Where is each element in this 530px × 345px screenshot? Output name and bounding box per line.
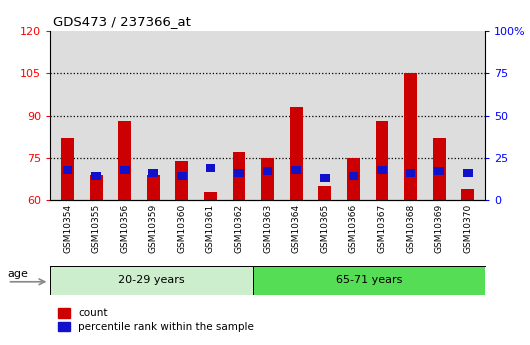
Bar [175,161,188,200]
Bar [435,167,444,175]
Bar [461,189,474,200]
Bar [90,175,102,200]
Bar [147,175,160,200]
Bar [261,158,274,200]
Bar [376,121,388,200]
Text: GSM10363: GSM10363 [263,203,272,253]
Text: GSM10356: GSM10356 [120,203,129,253]
Bar [406,169,416,177]
Bar [63,166,72,174]
Bar [319,186,331,200]
Bar [118,121,131,200]
Text: GSM10354: GSM10354 [63,203,72,253]
Bar [50,266,253,295]
Bar [120,166,129,174]
Text: GSM10361: GSM10361 [206,203,215,253]
Bar [463,169,473,177]
Text: GSM10360: GSM10360 [178,203,187,253]
Text: GSM10367: GSM10367 [377,203,386,253]
Text: 20-29 years: 20-29 years [118,275,185,285]
Bar [253,266,485,295]
Text: GSM10362: GSM10362 [235,203,244,253]
Bar [263,167,272,175]
Bar [204,191,217,200]
Bar [377,166,387,174]
Text: GSM10359: GSM10359 [149,203,158,253]
Text: GSM10369: GSM10369 [435,203,444,253]
Bar [61,138,74,200]
Bar [404,73,417,200]
Text: 65-71 years: 65-71 years [336,275,402,285]
Legend: count, percentile rank within the sample: count, percentile rank within the sample [56,306,257,334]
Bar [349,172,358,180]
Bar [320,174,330,182]
Text: GSM10366: GSM10366 [349,203,358,253]
Bar [234,169,244,177]
Text: age: age [7,269,29,279]
Bar [433,138,446,200]
Bar [177,172,187,180]
Text: GSM10364: GSM10364 [292,203,301,253]
Text: GSM10365: GSM10365 [320,203,329,253]
Text: GSM10355: GSM10355 [92,203,101,253]
Text: GSM10370: GSM10370 [463,203,472,253]
Bar [91,172,101,180]
Bar [148,169,158,177]
Text: GSM10368: GSM10368 [406,203,415,253]
Bar [347,158,360,200]
Bar [233,152,245,200]
Bar [206,164,215,172]
Bar [292,166,301,174]
Bar [290,107,303,200]
Text: GDS473 / 237366_at: GDS473 / 237366_at [53,16,191,29]
